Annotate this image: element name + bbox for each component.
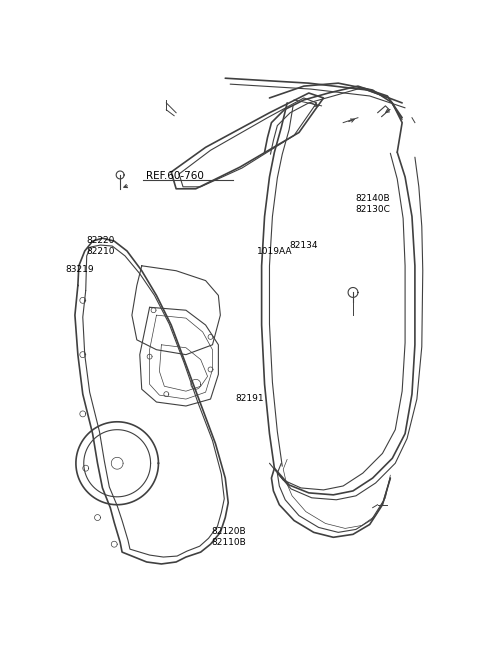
Text: 82120B: 82120B: [212, 527, 246, 536]
Text: 82134: 82134: [289, 241, 318, 250]
Text: 82110B: 82110B: [212, 538, 246, 548]
Text: 82130C: 82130C: [356, 204, 390, 214]
Text: 83219: 83219: [65, 265, 94, 274]
Text: 82140B: 82140B: [356, 194, 390, 202]
Text: 1019AA: 1019AA: [256, 248, 292, 256]
Text: 82210: 82210: [87, 247, 115, 255]
Text: REF.60-760: REF.60-760: [145, 170, 204, 181]
Text: 82191: 82191: [235, 394, 264, 403]
Text: 82220: 82220: [87, 236, 115, 245]
